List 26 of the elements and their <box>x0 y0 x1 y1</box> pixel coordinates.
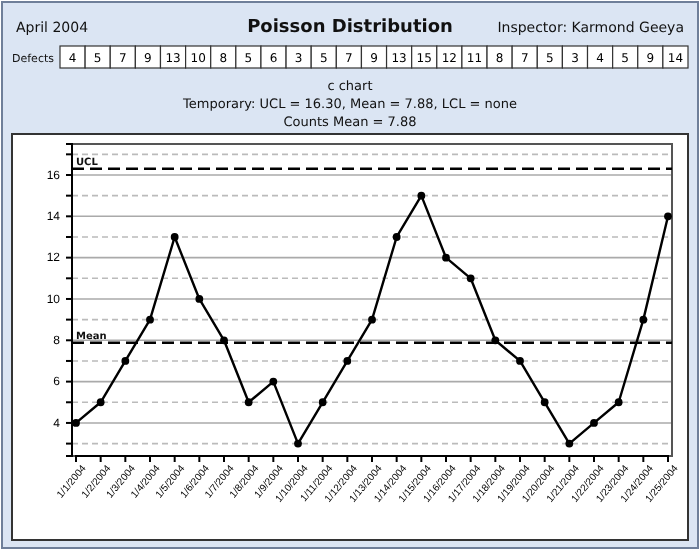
point <box>195 295 204 303</box>
point <box>392 233 401 241</box>
point <box>220 336 228 345</box>
point <box>442 253 450 262</box>
point <box>170 233 179 241</box>
point <box>96 398 105 407</box>
point <box>269 377 278 386</box>
point <box>639 315 648 324</box>
point <box>565 439 574 448</box>
point <box>466 274 475 283</box>
point <box>368 315 376 324</box>
point <box>491 336 500 345</box>
point <box>516 357 524 365</box>
chart-title: Poisson Distribution <box>247 18 453 38</box>
point <box>614 398 623 407</box>
point <box>343 357 352 365</box>
point <box>540 398 549 407</box>
point <box>590 419 598 427</box>
point <box>244 398 253 407</box>
point <box>318 398 327 407</box>
point <box>417 191 426 200</box>
point <box>294 439 302 448</box>
point <box>664 212 672 221</box>
point <box>146 315 154 324</box>
point <box>72 419 80 427</box>
point <box>121 357 130 365</box>
